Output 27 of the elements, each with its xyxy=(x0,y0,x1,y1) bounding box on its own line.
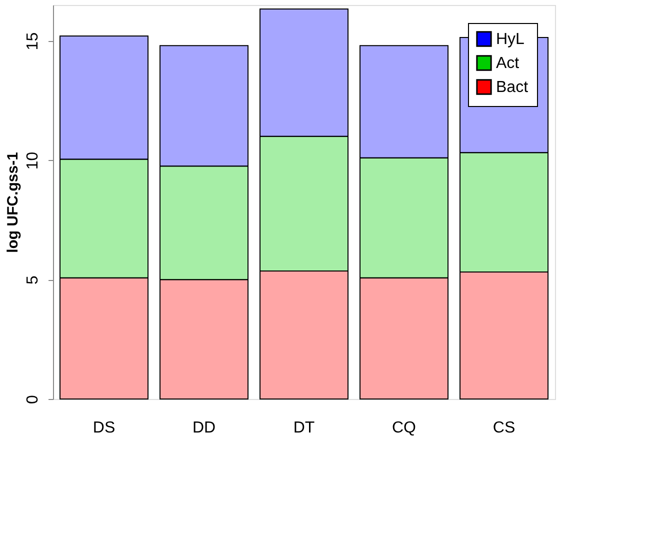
x-tick-label: CS xyxy=(492,420,516,436)
y-tick-label: 15 xyxy=(24,32,42,50)
x-tick-label: DD xyxy=(192,420,216,436)
x-tick-label: CQ xyxy=(392,420,416,436)
legend-label: Bact xyxy=(496,79,529,96)
y-tick-label: 5 xyxy=(24,276,42,285)
bar xyxy=(160,45,248,167)
x-tick-label: DS xyxy=(92,420,116,436)
bar xyxy=(460,271,548,400)
bar xyxy=(60,36,148,160)
bar xyxy=(360,277,448,400)
legend-label: HyL xyxy=(496,31,525,48)
bar xyxy=(60,158,148,278)
legend-label: Act xyxy=(496,55,520,72)
y-axis-title: log UFC.gss-1 xyxy=(4,152,22,253)
bar xyxy=(460,152,548,272)
bar xyxy=(260,136,348,272)
bar xyxy=(260,270,348,400)
bar xyxy=(260,8,348,137)
bar xyxy=(360,157,448,278)
bar xyxy=(160,279,248,400)
x-tick-label: DT xyxy=(293,420,315,436)
bar xyxy=(60,277,148,400)
y-tick-label: 10 xyxy=(24,152,42,170)
bar xyxy=(160,166,248,280)
y-tick-label: 0 xyxy=(24,394,42,404)
bar xyxy=(360,45,448,158)
